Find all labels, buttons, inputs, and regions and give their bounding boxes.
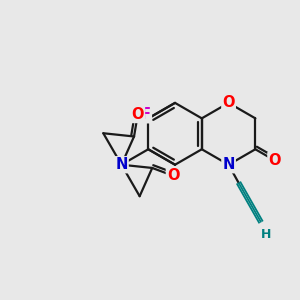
Text: N: N (115, 157, 128, 172)
Text: O: O (268, 153, 281, 168)
Text: O: O (131, 107, 144, 122)
Text: H: H (261, 228, 272, 241)
Text: O: O (167, 168, 179, 183)
Text: N: N (222, 157, 235, 172)
Text: F: F (141, 107, 151, 122)
Text: O: O (222, 95, 235, 110)
